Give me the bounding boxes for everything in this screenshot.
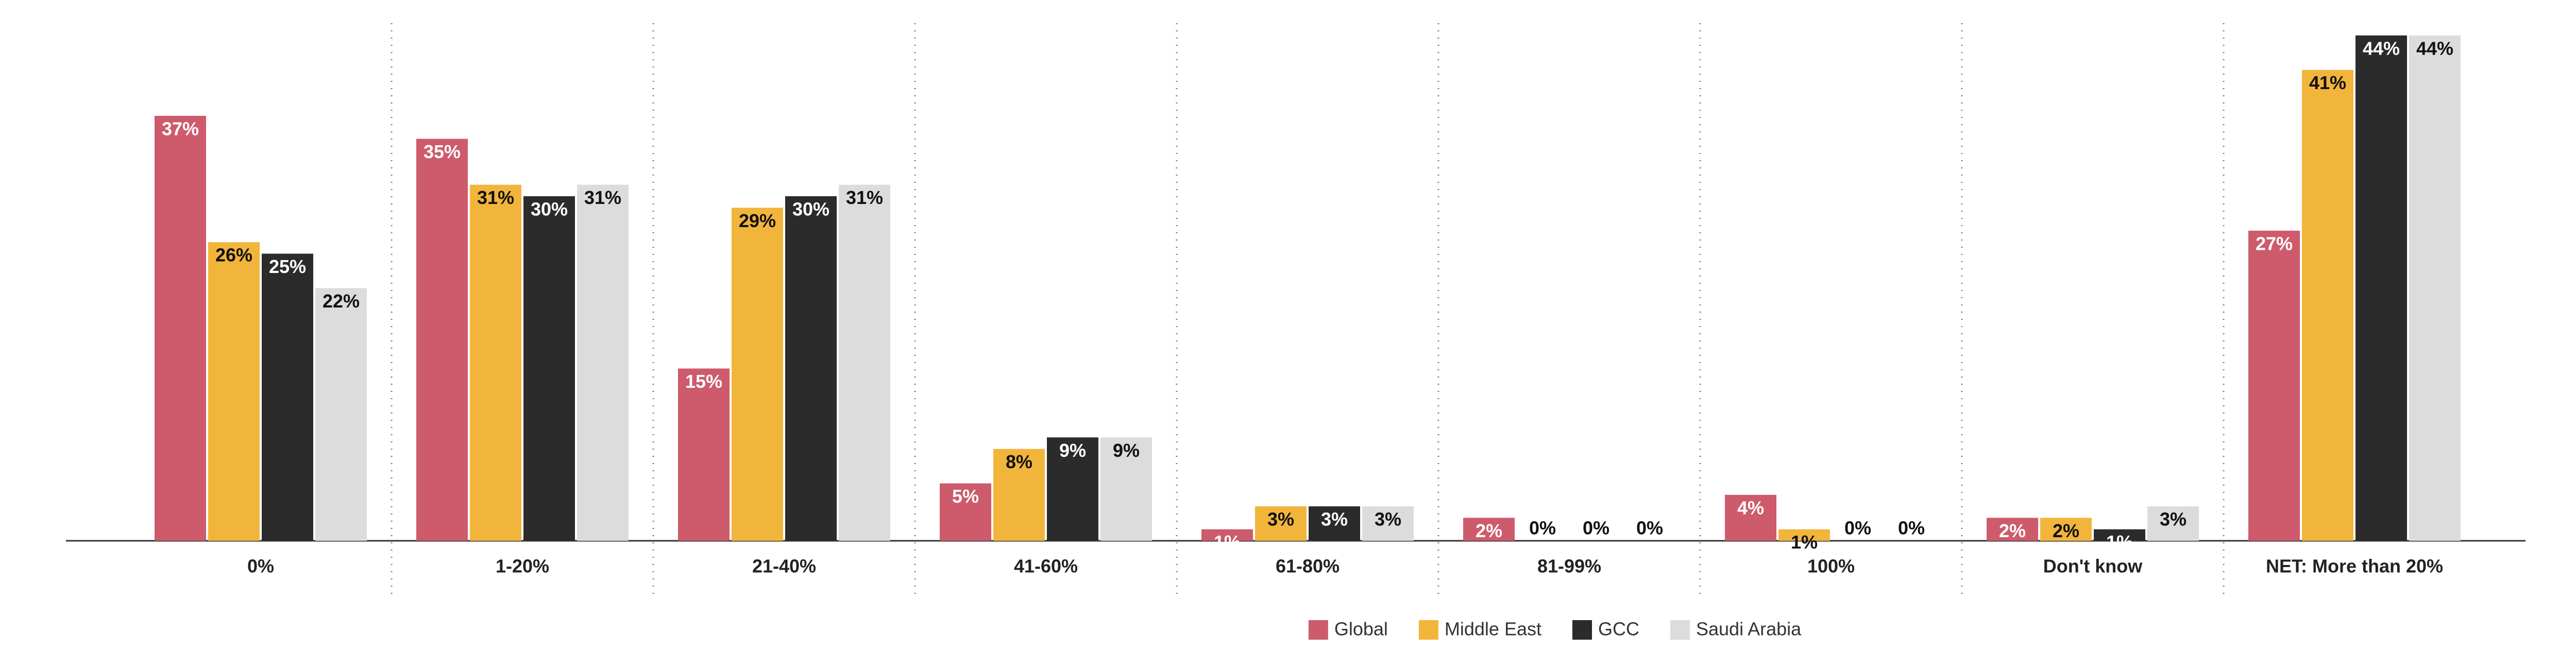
x-tick-label: 61-80%: [1276, 556, 1340, 577]
bar: [470, 184, 521, 541]
bar: [940, 483, 991, 541]
bar: [2355, 35, 2407, 541]
value-label: 1%: [2106, 532, 2133, 553]
bar: [2302, 70, 2353, 541]
value-label: 1%: [1791, 532, 1818, 553]
value-label: 27%: [2256, 233, 2293, 254]
bar: [416, 139, 468, 541]
bar: [315, 288, 367, 541]
value-label: 30%: [531, 199, 568, 220]
bar: [1463, 518, 1515, 541]
value-label: 9%: [1059, 440, 1086, 461]
value-label: 3%: [1267, 509, 1294, 530]
x-tick-label: Don't know: [2043, 556, 2143, 577]
bar: [993, 449, 1045, 541]
value-label: 30%: [792, 199, 829, 220]
bar: [1201, 529, 1253, 541]
bar: [1309, 506, 1360, 541]
x-tick-label: 21-40%: [752, 556, 816, 577]
legend-swatch: [1572, 620, 1592, 640]
bar: [1100, 437, 1152, 541]
legend-swatch: [1418, 620, 1438, 640]
bar: [577, 184, 629, 541]
bar: [155, 115, 206, 541]
bar: [1362, 506, 1414, 541]
value-label: 31%: [477, 187, 514, 208]
value-label: 3%: [2160, 509, 2187, 530]
value-label: 22%: [323, 290, 360, 312]
legend-label: Middle East: [1445, 619, 1541, 640]
value-label: 44%: [2363, 38, 2400, 59]
legend-swatch: [1308, 620, 1328, 640]
value-label: 29%: [739, 210, 776, 231]
bar: [262, 253, 313, 541]
x-tick-label: NET: More than 20%: [2266, 556, 2443, 577]
value-label: 3%: [1321, 509, 1348, 530]
value-label: 2%: [1999, 520, 2026, 541]
value-label: 37%: [162, 118, 199, 139]
legend-label: Saudi Arabia: [1696, 619, 1802, 640]
value-label: 0%: [1636, 518, 1663, 539]
value-label: 35%: [423, 141, 461, 162]
bar: [732, 208, 783, 541]
value-label: 4%: [1737, 497, 1764, 518]
legend-label: Global: [1334, 619, 1388, 640]
value-label: 0%: [1529, 518, 1556, 539]
x-tick-label: 100%: [1807, 556, 1855, 577]
x-tick-label: 0%: [247, 556, 274, 577]
value-label: 41%: [2309, 72, 2346, 93]
bar: [2094, 529, 2145, 541]
bar: [1778, 529, 1830, 541]
value-label: 31%: [584, 187, 621, 208]
x-tick-label: 1-20%: [496, 556, 549, 577]
bar: [1987, 518, 2038, 541]
bar: [839, 184, 890, 541]
value-label: 44%: [2416, 38, 2453, 59]
value-label: 0%: [1583, 518, 1609, 539]
value-label: 9%: [1113, 440, 1140, 461]
value-label: 31%: [846, 187, 883, 208]
bar: [208, 242, 260, 541]
x-tick-label: 41-60%: [1014, 556, 1078, 577]
value-label: 2%: [2053, 520, 2079, 541]
value-label: 3%: [1375, 509, 1401, 530]
value-label: 0%: [1844, 518, 1871, 539]
value-label: 26%: [215, 245, 252, 266]
x-tick-label: 81-99%: [1537, 556, 1601, 577]
bar: [1255, 506, 1307, 541]
value-label: 2%: [1476, 520, 1502, 541]
value-label: 15%: [685, 371, 722, 392]
legend: Global Middle East GCC Saudi Arabia: [1308, 619, 1802, 640]
legend-label: GCC: [1598, 619, 1639, 640]
bar: [2409, 35, 2461, 541]
value-label: 8%: [1006, 451, 1032, 472]
value-label: 5%: [952, 486, 979, 507]
value-label: 0%: [1898, 518, 1925, 539]
bar: [2248, 230, 2300, 541]
bar: [2040, 518, 2092, 541]
bar: [523, 196, 575, 541]
bar: [678, 368, 730, 541]
bar: [2147, 506, 2199, 541]
bar: [1725, 494, 1776, 541]
legend-swatch: [1670, 620, 1690, 640]
value-label: 25%: [269, 256, 306, 277]
bar: [785, 196, 837, 541]
bar: [1047, 437, 1098, 541]
value-label: 1%: [1214, 532, 1241, 553]
